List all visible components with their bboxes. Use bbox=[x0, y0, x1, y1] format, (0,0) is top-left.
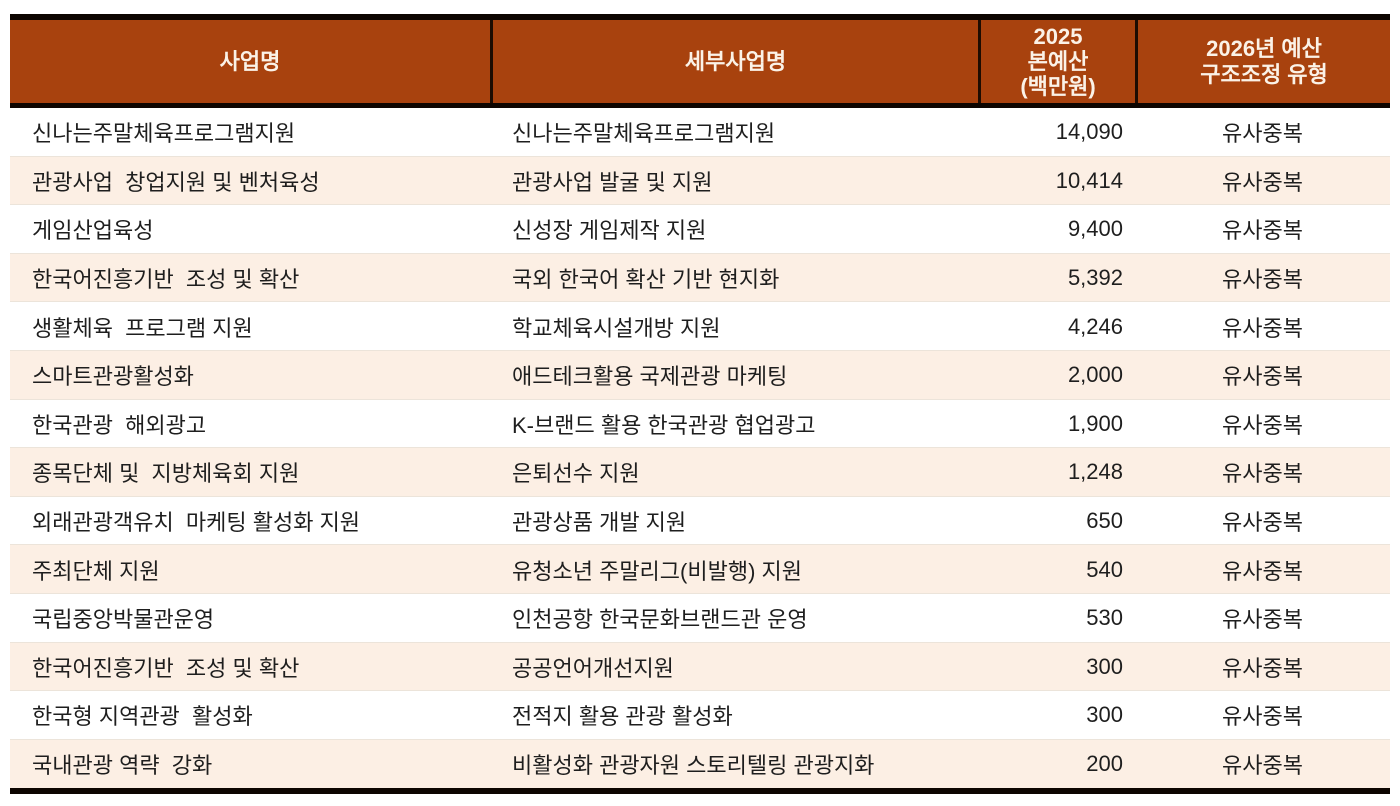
cell-program-name: 생활체육 프로그램 지원 bbox=[32, 315, 253, 341]
cell-subprogram-name: 학교체육시설개방 지원 bbox=[512, 315, 721, 341]
cell-restructure-type: 유사중복 bbox=[1222, 218, 1303, 244]
budget-restructure-table: 사업명 세부사업명 2025 본예산 (백만원) 2026년 예산 구조조정 유… bbox=[10, 14, 1390, 795]
table-row: 한국어진흥기반 조성 및 확산 공공언어개선지원 300 유사중복 bbox=[10, 641, 1390, 692]
cell-budget-2025: 14,090 bbox=[1055, 119, 1123, 145]
cell-budget-2025: 9,400 bbox=[1067, 216, 1123, 242]
cell-subprogram-name: 관광상품 개발 지원 bbox=[512, 510, 687, 536]
cell-budget-2025: 1,248 bbox=[1067, 459, 1123, 485]
cell-budget-2025: 5,392 bbox=[1067, 265, 1123, 291]
cell-program-name: 신나는주말체육프로그램지원 bbox=[32, 121, 296, 147]
table-top-rule bbox=[10, 14, 1390, 20]
cell-budget-2025: 300 bbox=[1086, 653, 1123, 679]
cell-restructure-type: 유사중복 bbox=[1222, 510, 1303, 536]
table-row: 주최단체 지원 유청소년 주말리그(비발행) 지원 540 유사중복 bbox=[10, 544, 1390, 594]
header-restructure-type: 2026년 예산 구조조정 유형 bbox=[1135, 20, 1390, 103]
cell-restructure-type: 유사중복 bbox=[1222, 315, 1303, 341]
cell-restructure-type: 유사중복 bbox=[1222, 558, 1303, 584]
cell-subprogram-name: 신나는주말체육프로그램지원 bbox=[512, 121, 776, 147]
cell-budget-2025: 1,900 bbox=[1067, 410, 1123, 436]
cell-program-name: 게임산업육성 bbox=[32, 218, 154, 244]
cell-program-name: 국내관광 역략 강화 bbox=[32, 753, 213, 779]
cell-program-name: 한국어진흥기반 조성 및 확산 bbox=[32, 267, 300, 293]
cell-restructure-type: 유사중복 bbox=[1222, 607, 1303, 633]
cell-budget-2025: 4,246 bbox=[1067, 313, 1123, 339]
table-row: 한국어진흥기반 조성 및 확산 국외 한국어 확산 기반 현지화 5,392 유… bbox=[10, 252, 1390, 303]
cell-subprogram-name: 공공언어개선지원 bbox=[512, 655, 674, 681]
cell-program-name: 한국관광 해외광고 bbox=[32, 412, 207, 438]
cell-restructure-type: 유사중복 bbox=[1222, 461, 1303, 487]
table-row: 외래관광객유치 마케팅 활성화 지원 관광상품 개발 지원 650 유사중복 bbox=[10, 495, 1390, 546]
cell-program-name: 주최단체 지원 bbox=[32, 558, 160, 584]
cell-subprogram-name: 애드테크활용 국제관광 마케팅 bbox=[512, 364, 788, 390]
cell-program-name: 종목단체 및 지방체육회 지원 bbox=[32, 461, 300, 487]
cell-budget-2025: 300 bbox=[1086, 702, 1123, 728]
cell-subprogram-name: 신성장 게임제작 지원 bbox=[512, 218, 707, 244]
table-row: 한국관광 해외광고 K-브랜드 활용 한국관광 협업광고 1,900 유사중복 bbox=[10, 398, 1390, 449]
cell-restructure-type: 유사중복 bbox=[1222, 412, 1303, 438]
cell-restructure-type: 유사중복 bbox=[1222, 753, 1303, 779]
table-row: 한국형 지역관광 활성화 전적지 활용 관광 활성화 300 유사중복 bbox=[10, 690, 1390, 740]
cell-subprogram-name: 인천공항 한국문화브랜드관 운영 bbox=[512, 607, 808, 633]
table-row: 게임산업육성 신성장 게임제작 지원 9,400 유사중복 bbox=[10, 204, 1390, 254]
table-bottom-rule bbox=[10, 788, 1390, 795]
cell-subprogram-name: 유청소년 주말리그(비발행) 지원 bbox=[512, 558, 802, 584]
table-header-row: 사업명 세부사업명 2025 본예산 (백만원) 2026년 예산 구조조정 유… bbox=[10, 20, 1390, 108]
table-row: 신나는주말체육프로그램지원 신나는주말체육프로그램지원 14,090 유사중복 bbox=[10, 108, 1390, 157]
cell-restructure-type: 유사중복 bbox=[1222, 267, 1303, 293]
cell-budget-2025: 10,414 bbox=[1055, 167, 1123, 193]
cell-budget-2025: 200 bbox=[1086, 751, 1123, 777]
cell-program-name: 국립중앙박물관운영 bbox=[32, 607, 215, 633]
cell-restructure-type: 유사중복 bbox=[1222, 655, 1303, 681]
table-row: 국내관광 역략 강화 비활성화 관광자원 스토리텔링 관광지화 200 유사중복 bbox=[10, 738, 1390, 789]
cell-restructure-type: 유사중복 bbox=[1222, 121, 1303, 147]
cell-budget-2025: 540 bbox=[1086, 556, 1123, 582]
cell-restructure-type: 유사중복 bbox=[1222, 704, 1303, 730]
table-row: 스마트관광활성화 애드테크활용 국제관광 마케팅 2,000 유사중복 bbox=[10, 349, 1390, 400]
table-row: 종목단체 및 지방체육회 지원 은퇴선수 지원 1,248 유사중복 bbox=[10, 447, 1390, 497]
header-budget-2025: 2025 본예산 (백만원) bbox=[978, 20, 1135, 103]
cell-budget-2025: 650 bbox=[1086, 508, 1123, 534]
table-body: 신나는주말체육프로그램지원 신나는주말체육프로그램지원 14,090 유사중복 … bbox=[10, 108, 1390, 789]
table-row: 생활체육 프로그램 지원 학교체육시설개방 지원 4,246 유사중복 bbox=[10, 301, 1390, 351]
cell-program-name: 한국형 지역관광 활성화 bbox=[32, 704, 253, 730]
cell-restructure-type: 유사중복 bbox=[1222, 169, 1303, 195]
cell-budget-2025: 2,000 bbox=[1067, 362, 1123, 388]
cell-subprogram-name: 국외 한국어 확산 기반 현지화 bbox=[512, 267, 780, 293]
cell-program-name: 관광사업 창업지원 및 벤처육성 bbox=[32, 169, 320, 195]
header-program-name: 사업명 bbox=[219, 48, 281, 74]
cell-subprogram-name: 관광사업 발굴 및 지원 bbox=[512, 169, 713, 195]
cell-restructure-type: 유사중복 bbox=[1222, 364, 1303, 390]
table-row: 관광사업 창업지원 및 벤처육성 관광사업 발굴 및 지원 10,414 유사중… bbox=[10, 155, 1390, 206]
cell-subprogram-name: K-브랜드 활용 한국관광 협업광고 bbox=[512, 412, 816, 438]
cell-program-name: 외래관광객유치 마케팅 활성화 지원 bbox=[32, 510, 361, 536]
table-row: 국립중앙박물관운영 인천공항 한국문화브랜드관 운영 530 유사중복 bbox=[10, 592, 1390, 643]
cell-budget-2025: 530 bbox=[1086, 605, 1123, 631]
cell-subprogram-name: 전적지 활용 관광 활성화 bbox=[512, 704, 733, 730]
cell-program-name: 스마트관광활성화 bbox=[32, 364, 194, 390]
cell-program-name: 한국어진흥기반 조성 및 확산 bbox=[32, 655, 300, 681]
cell-subprogram-name: 비활성화 관광자원 스토리텔링 관광지화 bbox=[512, 753, 875, 779]
header-subprogram-name: 세부사업명 bbox=[490, 20, 978, 103]
cell-subprogram-name: 은퇴선수 지원 bbox=[512, 461, 640, 487]
